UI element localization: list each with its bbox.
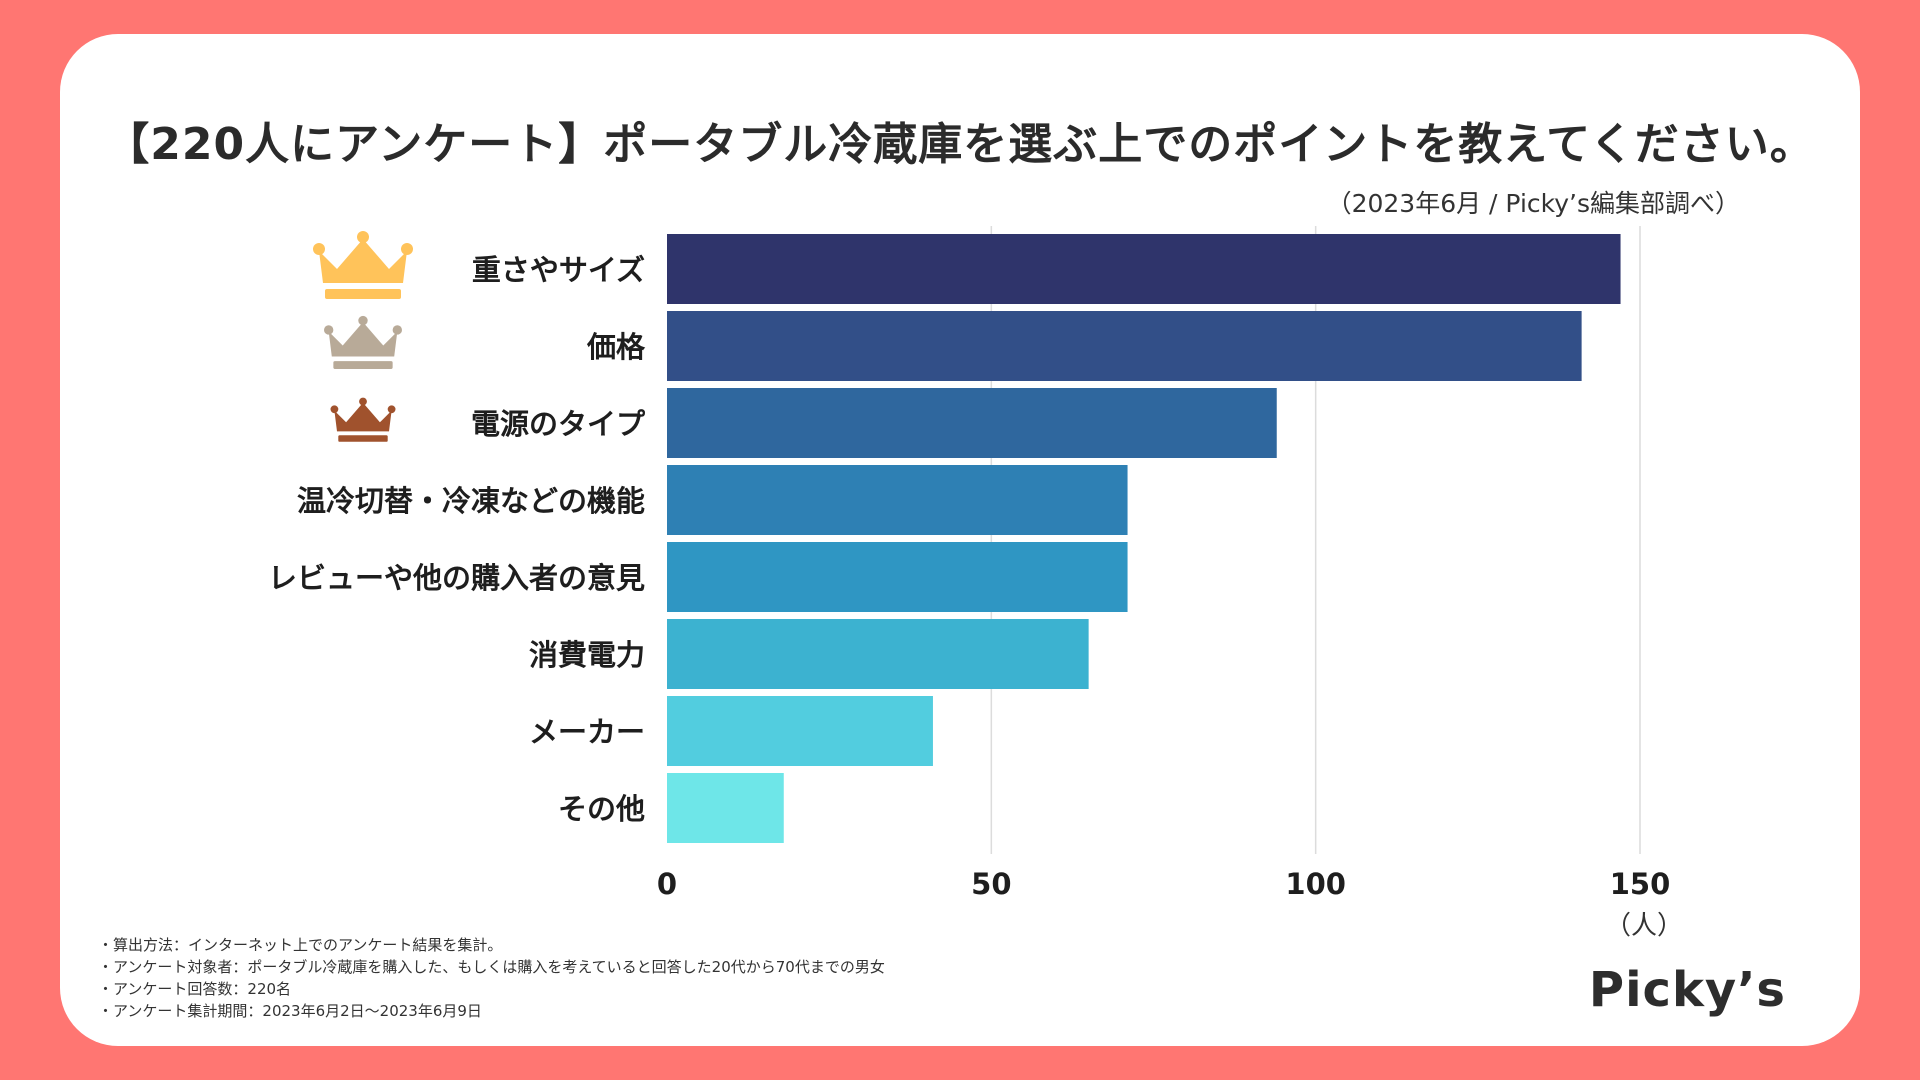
bar-2	[667, 311, 1582, 381]
x-tick-label: 50	[971, 867, 1011, 901]
bar-1	[667, 234, 1621, 304]
bar-8	[667, 773, 784, 843]
category-label: メーカー	[529, 715, 645, 749]
x-unit-label: （人）	[1605, 911, 1683, 941]
category-label: その他	[558, 792, 645, 826]
source-note: （2023年6月 / Picky’s編集部調べ）	[1326, 189, 1740, 218]
category-label: 電源のタイプ	[471, 407, 646, 441]
x-tick-label: 100	[1285, 867, 1346, 901]
bar-7	[667, 696, 933, 766]
gold-crown-icon	[313, 231, 413, 299]
bar-4	[667, 465, 1128, 535]
silver-crown-icon	[324, 315, 402, 369]
bar-6	[667, 619, 1089, 689]
chart-card: 【220人にアンケート】ポータブル冷蔵庫を選ぶ上でのポイントを教えてください。 …	[60, 34, 1860, 1046]
footnote-target: ・アンケート対象者：ポータブル冷蔵庫を購入した、もしくは購入を考えていると回答し…	[98, 958, 885, 976]
category-label: レビューや他の購入者の意見	[268, 561, 645, 595]
category-label: 重さやサイズ	[472, 253, 645, 287]
x-tick-label: 0	[657, 867, 677, 901]
category-label: 温冷切替・冷凍などの機能	[297, 484, 645, 518]
bar-3	[667, 388, 1277, 458]
chart-title: 【220人にアンケート】ポータブル冷蔵庫を選ぶ上でのポイントを教えてください。	[105, 119, 1815, 170]
category-label: 価格	[586, 330, 646, 364]
bar-chart: 重さやサイズ価格電源のタイプ温冷切替・冷凍などの機能レビューや他の購入者の意見消…	[268, 226, 1683, 941]
bar-5	[667, 542, 1128, 612]
footnotes: ・算出方法：インターネット上でのアンケート結果を集計。 ・アンケート対象者：ポー…	[98, 934, 885, 1022]
footnote-period: ・アンケート集計期間：2023年6月2日〜2023年6月9日	[98, 1002, 482, 1020]
x-tick-label: 150	[1610, 867, 1671, 901]
bronze-crown-icon	[330, 397, 396, 442]
footnote-count: ・アンケート回答数：220名	[98, 980, 292, 998]
footnote-method: ・算出方法：インターネット上でのアンケート結果を集計。	[98, 936, 503, 954]
picky-logo: Picky’s	[1588, 962, 1786, 1018]
category-label: 消費電力	[529, 638, 645, 672]
